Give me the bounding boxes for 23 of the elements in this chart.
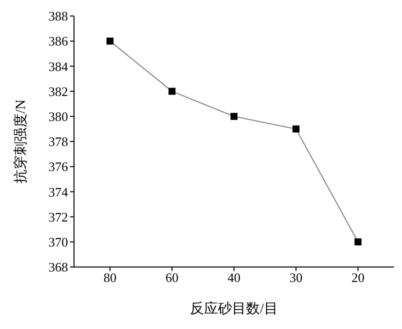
y-tick-label: 382 [48, 84, 68, 99]
x-tick-label: 30 [290, 270, 302, 286]
y-tick-label: 374 [48, 184, 68, 200]
y-tick-label: 378 [48, 134, 68, 150]
y-tick-label: 370 [48, 234, 68, 250]
point [292, 125, 300, 132]
y-tick-label: 368 [48, 260, 68, 275]
x-axis-title: 反应砂目数/目 [190, 301, 278, 317]
point [106, 38, 114, 45]
y-tick-label: 376 [48, 159, 68, 174]
point [168, 88, 176, 95]
y-tick-label: 386 [48, 34, 68, 49]
y-tick-label: 372 [48, 209, 68, 224]
x-tick-label: 80 [104, 270, 116, 286]
y-tick-label: 388 [48, 8, 68, 24]
y-tick-label: 384 [48, 58, 68, 74]
y-axis-title: 抗穿刺强度/N [12, 100, 29, 184]
y-tick-label: 380 [48, 109, 68, 124]
x-tick-label: 40 [228, 270, 240, 286]
point [230, 112, 238, 120]
x-tick-label: 60 [166, 270, 178, 286]
point [354, 238, 362, 246]
x-tick-label: 20 [352, 270, 364, 286]
